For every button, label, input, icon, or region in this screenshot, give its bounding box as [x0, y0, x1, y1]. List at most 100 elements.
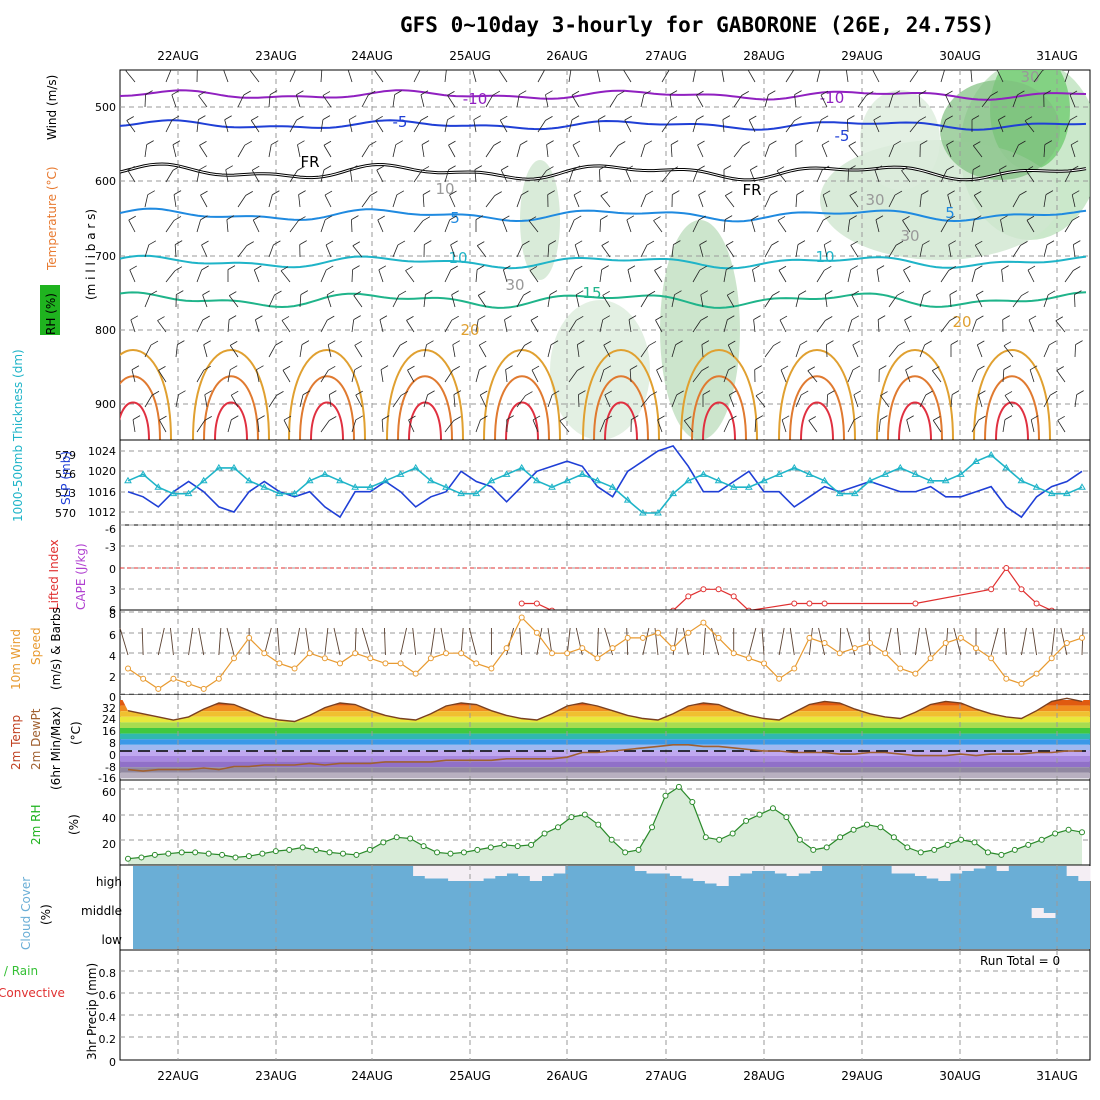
wind-barb-flag	[1003, 365, 1012, 370]
temp-contour-warm-loop	[120, 375, 161, 440]
wind-barb	[747, 70, 756, 83]
wind-barb	[728, 394, 735, 408]
date-label-bottom: 25AUG	[449, 1069, 491, 1083]
wind-barb	[1055, 320, 1066, 333]
wind-barb-flag	[972, 165, 981, 170]
thickness-line-marker	[139, 470, 148, 477]
thickness-line-marker	[1062, 489, 1071, 497]
tick-label: 20	[102, 838, 116, 851]
wind-barb	[201, 244, 208, 258]
wind-barb-flag	[172, 140, 181, 146]
wind-barb-flag	[978, 415, 986, 421]
wind-barb-flag	[421, 140, 430, 145]
wind-barb-flag	[480, 390, 488, 396]
wind-speed-line	[127, 616, 1083, 690]
wind-barb	[351, 219, 353, 233]
high-cloud-gap	[553, 866, 566, 874]
wind-barb	[699, 244, 704, 258]
tick-label: 900	[95, 398, 116, 411]
wind-barb	[669, 94, 673, 108]
temp-contour-warm-loop	[120, 349, 172, 440]
wind-barb-flag	[904, 315, 912, 321]
wind-barb	[816, 219, 824, 233]
rh-line-marker	[326, 849, 333, 856]
wind-barb	[423, 344, 427, 358]
wind-barb	[972, 145, 983, 158]
wind-barb	[326, 294, 332, 308]
wind-barb-flag	[824, 240, 832, 246]
surface-wind-barb	[536, 627, 543, 656]
wind-barb-flag	[531, 365, 540, 371]
rh-line-marker	[178, 849, 185, 856]
wind-speed-line-marker	[291, 665, 298, 672]
wind-barb	[971, 419, 979, 433]
wind-barb	[575, 294, 580, 308]
wind-barb-flag	[903, 265, 911, 271]
wind-barb-flag	[524, 341, 532, 346]
temp-contour-warm-loop	[120, 401, 150, 440]
rh-line-marker	[877, 824, 884, 831]
wind-barb-flag	[675, 340, 683, 346]
wind-barb	[661, 120, 671, 133]
wind-barb-flag	[925, 390, 933, 396]
wind-speed-line-marker	[458, 650, 465, 657]
wind-barb-flag	[825, 290, 833, 295]
wind-barb-flag	[225, 165, 233, 171]
wind-barb-flag	[700, 316, 708, 321]
wind-barb-flag	[851, 290, 859, 296]
high-cloud-gap	[518, 866, 531, 876]
wind-barb	[698, 194, 704, 208]
rh-line-marker	[165, 850, 172, 857]
wind-barb	[670, 144, 673, 158]
thickness-line-marker	[820, 476, 829, 484]
wind-barb	[144, 344, 152, 358]
wind-barb	[1003, 345, 1014, 358]
wind-barb-flag	[421, 166, 430, 171]
wind-barb-flag	[974, 191, 982, 196]
wind-barb	[165, 70, 172, 83]
wind-barb-flag	[448, 165, 456, 171]
tick-label: 4	[109, 650, 116, 663]
rh-line-marker	[904, 844, 911, 851]
wind-barb-flag	[1027, 265, 1036, 271]
precip-label-a: Total / Rain	[0, 964, 38, 978]
wind-barb-flag	[849, 215, 857, 220]
wind-barb-flag	[576, 290, 584, 296]
cloud-base	[133, 866, 1090, 949]
wind-barb	[1064, 270, 1074, 283]
surface-wind-barb	[333, 627, 341, 656]
tick-label: 1024	[88, 445, 116, 458]
wind-barb	[573, 194, 580, 208]
tick-label: 8	[109, 608, 116, 621]
wind-barb	[904, 319, 911, 333]
wind-barb	[392, 345, 401, 358]
wind-barb-flag	[348, 70, 349, 71]
wind-barb	[516, 395, 526, 408]
wind-barb-flag	[892, 90, 901, 96]
wind-barb	[727, 344, 735, 358]
wind-barb-flag	[251, 116, 259, 121]
wind-barb-flag	[1044, 140, 1053, 145]
temp-contour-warm-loop	[483, 349, 561, 440]
wind-barb-flag	[655, 315, 663, 321]
wind-barb	[779, 319, 787, 333]
wind-barb	[413, 220, 424, 233]
wind-barb	[1043, 344, 1050, 358]
rh-line-marker	[125, 855, 131, 862]
wind-barb	[568, 320, 577, 333]
wind-barb	[320, 119, 324, 133]
wind-barb	[381, 419, 384, 433]
wind-barb-flag	[848, 165, 856, 170]
wind-barb	[125, 70, 136, 83]
wind-barb	[949, 294, 952, 308]
wind-barb	[289, 220, 299, 233]
wind-barb	[599, 419, 606, 433]
thickness-line-marker	[684, 476, 693, 484]
wind-barb	[609, 145, 619, 158]
wind-barb	[1064, 119, 1071, 133]
temp-contour-warm-loop	[288, 349, 366, 440]
surface-wind-barb	[914, 627, 920, 656]
wind-barb-flag	[577, 340, 585, 345]
wind-barb	[413, 120, 422, 133]
thickness-line-marker	[699, 470, 708, 477]
